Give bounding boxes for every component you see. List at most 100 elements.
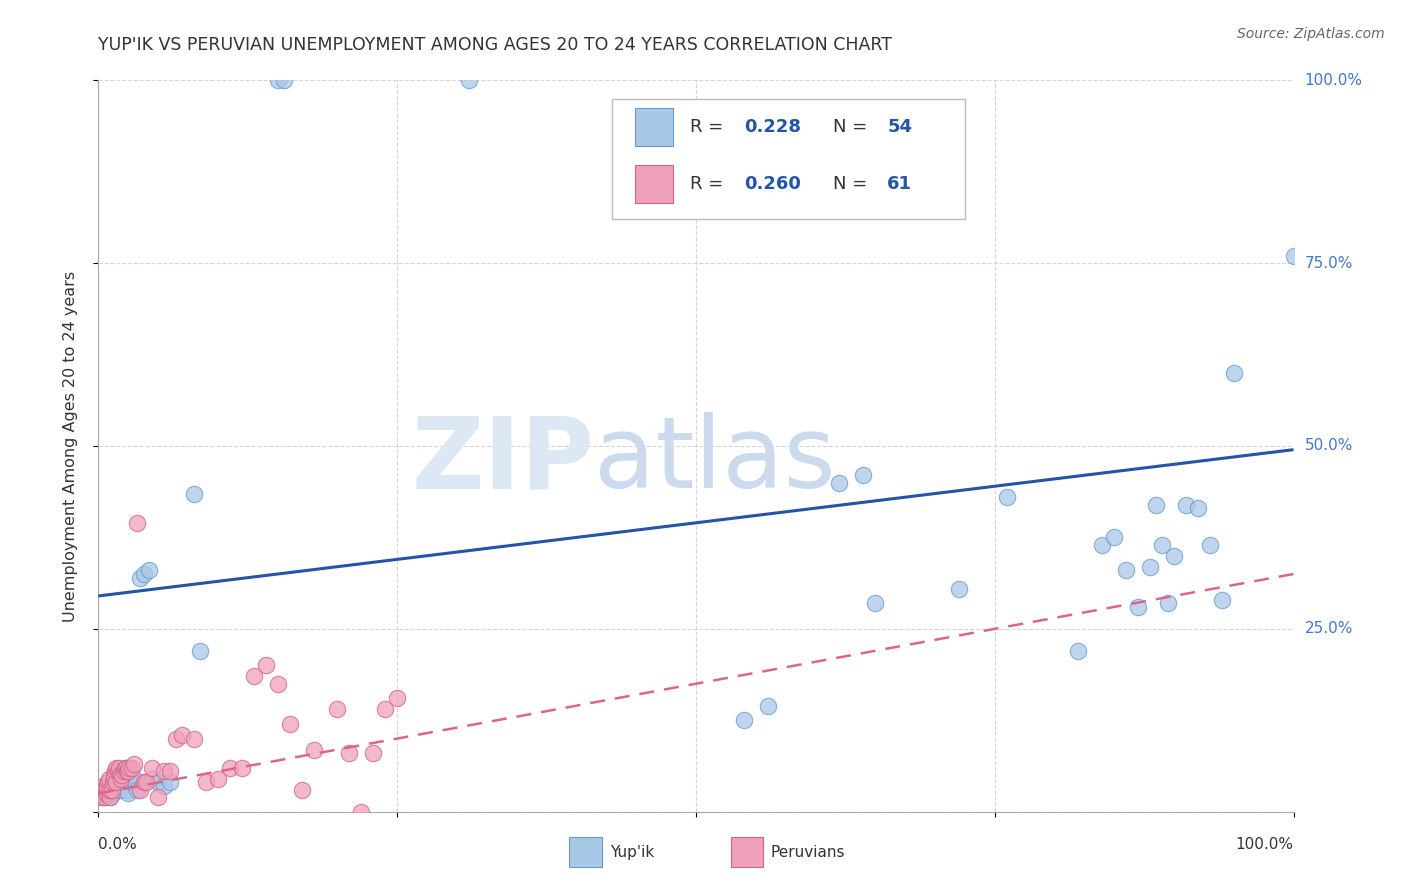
Point	[995, 490, 1018, 504]
Point	[756, 698, 779, 713]
Point	[374, 702, 396, 716]
Point	[1211, 592, 1233, 607]
Point	[91, 779, 114, 793]
Point	[117, 787, 139, 801]
FancyBboxPatch shape	[636, 108, 673, 146]
Point	[108, 782, 131, 797]
Point	[111, 772, 134, 786]
Point	[267, 676, 290, 690]
FancyBboxPatch shape	[613, 99, 965, 219]
Point	[865, 596, 887, 610]
Text: Source: ZipAtlas.com: Source: ZipAtlas.com	[1237, 27, 1385, 41]
Point	[124, 772, 146, 786]
Point	[1175, 498, 1198, 512]
Point	[101, 775, 124, 789]
Point	[135, 775, 157, 789]
Point	[129, 782, 152, 797]
Point	[96, 779, 118, 793]
Point	[103, 772, 125, 786]
Text: 50.0%: 50.0%	[1305, 439, 1353, 453]
Point	[89, 787, 111, 801]
Text: atlas: atlas	[595, 412, 837, 509]
Text: R =: R =	[690, 175, 728, 193]
Point	[183, 731, 205, 746]
Point	[93, 782, 115, 797]
Text: 75.0%: 75.0%	[1305, 256, 1353, 270]
Point	[115, 761, 138, 775]
Text: 0.260: 0.260	[744, 175, 800, 193]
Text: N =: N =	[834, 118, 873, 136]
Point	[1223, 366, 1246, 380]
Text: N =: N =	[834, 175, 873, 193]
Text: Yup'ik: Yup'ik	[610, 846, 654, 860]
Point	[87, 790, 110, 805]
Point	[1152, 538, 1174, 552]
Point	[828, 475, 851, 490]
Point	[1157, 596, 1180, 610]
Point	[141, 772, 163, 786]
Point	[125, 516, 148, 530]
Point	[183, 486, 205, 500]
Point	[458, 73, 481, 87]
FancyBboxPatch shape	[731, 837, 763, 867]
Point	[91, 787, 114, 801]
Point	[90, 782, 112, 797]
Point	[117, 764, 139, 779]
Point	[98, 772, 121, 786]
Point	[105, 772, 128, 786]
Y-axis label: Unemployment Among Ages 20 to 24 years: Unemployment Among Ages 20 to 24 years	[63, 270, 77, 622]
Point	[159, 775, 181, 789]
FancyBboxPatch shape	[569, 837, 602, 867]
Point	[1282, 249, 1305, 263]
Point	[138, 563, 160, 577]
Point	[105, 779, 128, 793]
Text: 54: 54	[887, 118, 912, 136]
Point	[98, 790, 122, 805]
Text: 61: 61	[887, 175, 912, 193]
FancyBboxPatch shape	[636, 165, 673, 202]
Point	[148, 790, 170, 805]
Point	[1163, 549, 1185, 563]
Point	[350, 805, 373, 819]
Point	[103, 782, 125, 797]
Point	[98, 782, 122, 797]
Point	[195, 775, 218, 789]
Point	[93, 790, 115, 805]
Point	[207, 772, 229, 786]
Point	[117, 782, 139, 797]
Point	[107, 761, 129, 775]
Point	[1091, 538, 1114, 552]
Point	[104, 764, 127, 779]
Point	[110, 772, 132, 786]
Point	[385, 691, 409, 706]
Point	[254, 658, 277, 673]
Point	[339, 746, 361, 760]
Point	[118, 761, 141, 775]
Point	[243, 669, 266, 683]
Point	[141, 761, 163, 775]
Point	[98, 779, 122, 793]
Point	[97, 775, 120, 789]
Point	[108, 768, 131, 782]
Point	[1144, 498, 1167, 512]
Point	[132, 775, 155, 789]
Point	[278, 717, 301, 731]
Point	[98, 790, 122, 805]
Text: 100.0%: 100.0%	[1305, 73, 1362, 87]
Point	[100, 782, 122, 797]
Point	[153, 779, 176, 793]
Text: 25.0%: 25.0%	[1305, 622, 1353, 636]
Point	[111, 768, 134, 782]
Point	[105, 761, 128, 775]
Text: ZIP: ZIP	[412, 412, 595, 509]
Point	[124, 757, 146, 772]
Text: Peruvians: Peruvians	[770, 846, 845, 860]
Point	[159, 764, 181, 779]
Text: 0.228: 0.228	[744, 118, 801, 136]
Point	[107, 775, 129, 789]
Point	[1104, 530, 1126, 544]
Text: R =: R =	[690, 118, 728, 136]
Point	[733, 714, 755, 728]
Point	[97, 787, 120, 801]
Point	[219, 761, 242, 775]
